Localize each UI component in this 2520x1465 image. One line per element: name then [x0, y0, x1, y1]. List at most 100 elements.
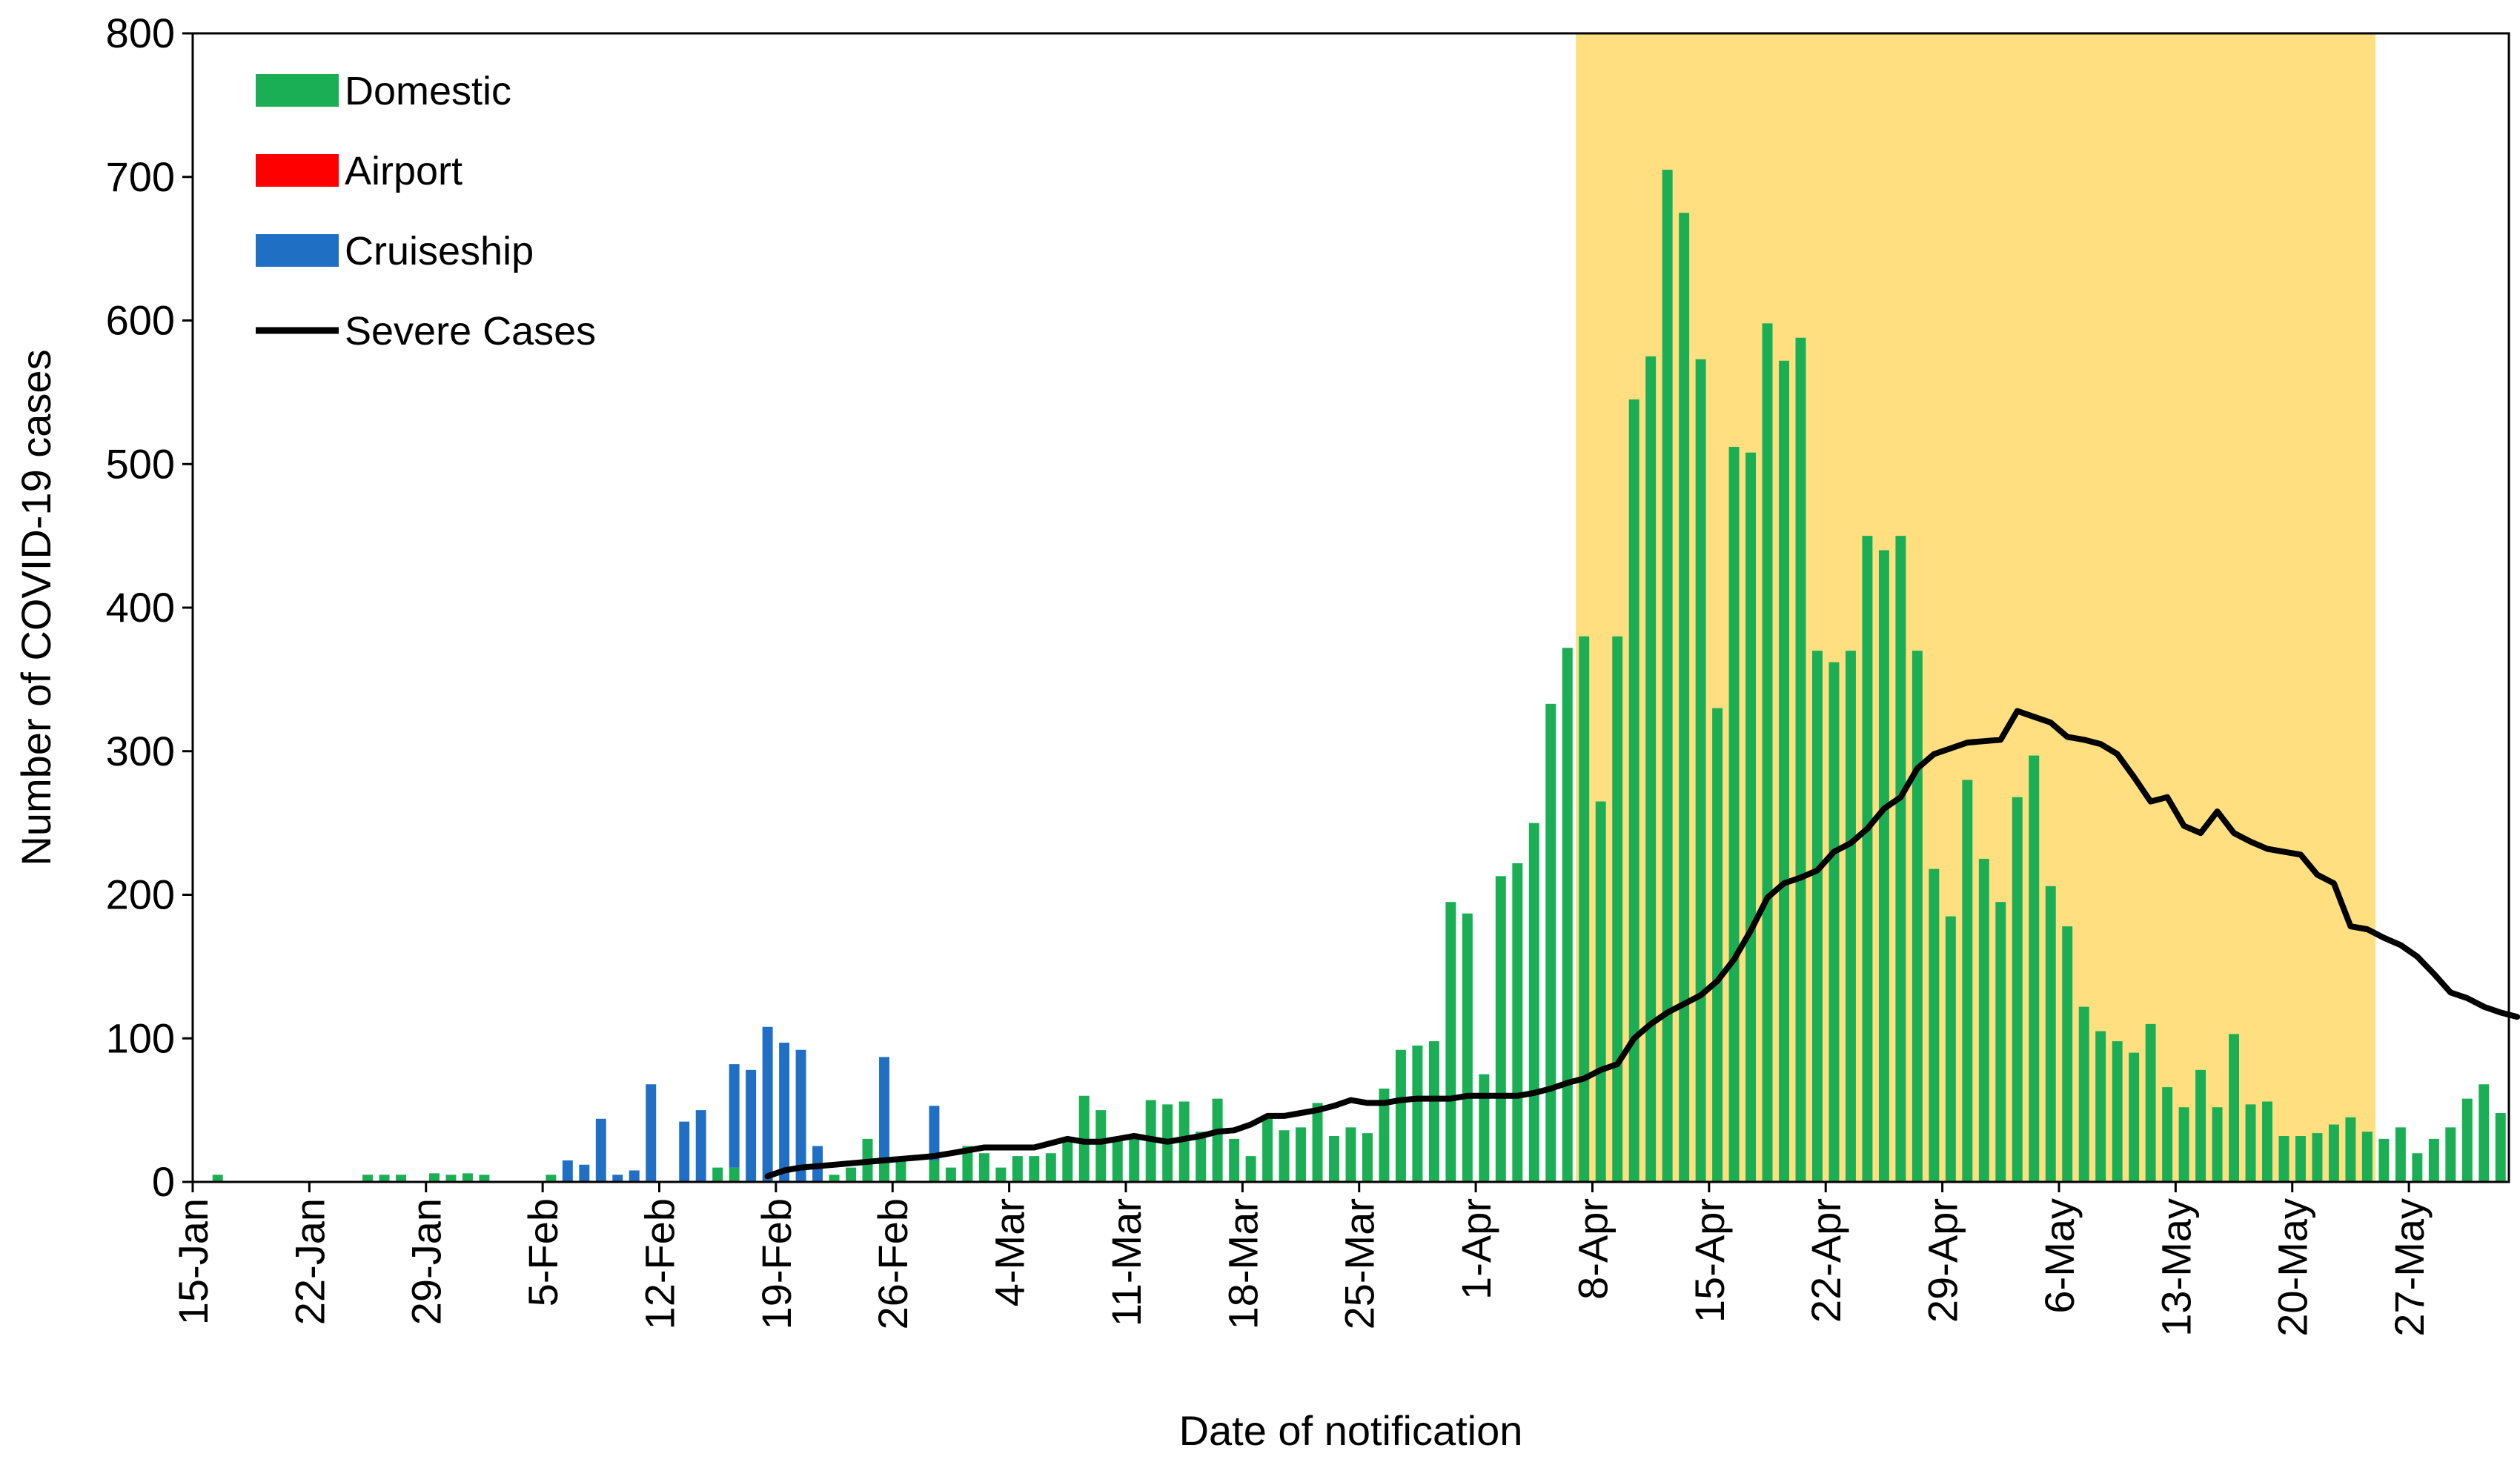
bar-domestic: [1345, 1127, 1356, 1182]
bar-domestic: [1296, 1127, 1307, 1182]
bar-domestic: [1695, 359, 1706, 1182]
bar-cruiseship: [646, 1084, 657, 1182]
x-tick-label: 13-May: [2152, 1198, 2199, 1337]
bar-domestic: [1062, 1138, 1073, 1182]
bar-domestic: [1645, 356, 1657, 1182]
bar-domestic: [1828, 662, 1840, 1182]
legend-swatch-cruiseship: [256, 234, 339, 267]
x-tick-label: 22-Jan: [286, 1198, 333, 1325]
bar-domestic: [829, 1175, 840, 1182]
bar-domestic: [1929, 868, 1940, 1182]
bar-domestic: [1712, 708, 1723, 1182]
bar-domestic: [1479, 1074, 1490, 1182]
bar-domestic: [2495, 1113, 2506, 1182]
bar-domestic: [2078, 1006, 2089, 1182]
bar-domestic: [379, 1175, 390, 1182]
x-tick-label: 27-May: [2386, 1198, 2433, 1337]
bar-domestic: [1895, 536, 1906, 1182]
bar-domestic: [2195, 1069, 2206, 1182]
bar-cruiseship: [762, 1026, 773, 1182]
y-tick-label: 600: [106, 297, 175, 344]
bar-domestic: [2262, 1101, 2272, 1182]
bar-domestic: [1595, 801, 1606, 1182]
bar-cruiseship: [595, 1118, 606, 1182]
bar-domestic: [879, 1160, 889, 1182]
bar-domestic: [2328, 1124, 2339, 1182]
bar-domestic: [2095, 1031, 2106, 1182]
bar-cruiseship: [629, 1170, 640, 1182]
bar-domestic: [2045, 886, 2056, 1182]
x-tick-label: 29-Apr: [1920, 1198, 1966, 1323]
bar-domestic: [1945, 916, 1956, 1182]
bar-domestic: [546, 1175, 557, 1182]
y-tick-label: 500: [106, 440, 175, 487]
bar-domestic: [1312, 1103, 1323, 1182]
bar-domestic: [1762, 323, 1773, 1182]
bar-cruiseship: [612, 1175, 623, 1182]
axis-layer: 0 100 200 300 400 500 600 700 800 15-Jan 22-Jan 29-…: [13, 10, 2510, 1454]
bar-domestic: [1911, 651, 1923, 1182]
bar-domestic: [396, 1175, 406, 1182]
bar-cruiseship: [729, 1064, 740, 1168]
bar-domestic: [2029, 755, 2040, 1182]
bar-domestic: [1029, 1156, 1040, 1182]
bar-domestic: [2145, 1023, 2156, 1182]
bar-domestic: [362, 1175, 374, 1182]
bar-cruiseship: [679, 1121, 690, 1182]
y-tick-label: 100: [106, 1014, 175, 1061]
bar-domestic: [1612, 636, 1623, 1182]
x-tick-label: 1-Apr: [1453, 1198, 1499, 1300]
bar-domestic: [929, 1160, 940, 1182]
severe-cases-line: [764, 708, 2520, 1180]
bar-domestic: [2112, 1041, 2123, 1182]
bar-domestic: [1212, 1098, 1223, 1182]
bar-domestic: [2129, 1052, 2140, 1182]
bar-cruiseship: [695, 1110, 706, 1182]
bar-domestic: [1745, 452, 1757, 1182]
x-tick-label: 12-Feb: [636, 1198, 683, 1329]
bar-domestic: [2245, 1104, 2256, 1182]
x-tick-label: 4-Mar: [987, 1198, 1033, 1306]
bar-domestic: [1878, 550, 1889, 1182]
bar-domestic: [1779, 360, 1790, 1182]
x-tick-label: 15-Apr: [1686, 1198, 1733, 1323]
bar-cruiseship: [746, 1069, 757, 1182]
bar-domestic: [1962, 780, 1973, 1182]
bar-domestic: [1395, 1049, 1406, 1182]
bar-layer: [212, 170, 2506, 1182]
bar-domestic: [978, 1153, 989, 1182]
bar-domestic: [2295, 1136, 2306, 1182]
bar-domestic: [2378, 1138, 2390, 1182]
bar-domestic: [429, 1173, 440, 1182]
bar-domestic: [1379, 1089, 1390, 1182]
bar-domestic: [846, 1167, 857, 1182]
bar-domestic: [2412, 1153, 2423, 1182]
x-tick-label: 5-Feb: [520, 1198, 566, 1306]
bar-domestic: [1728, 447, 1740, 1182]
bar-domestic: [712, 1167, 723, 1182]
bar-domestic: [1245, 1156, 1256, 1182]
y-tick-label: 800: [106, 10, 175, 56]
bar-domestic: [729, 1167, 740, 1182]
bar-domestic: [995, 1167, 1007, 1182]
x-tick-label: 19-Feb: [753, 1198, 800, 1329]
bar-domestic: [1279, 1130, 1290, 1182]
x-tick-label: 26-Feb: [869, 1198, 916, 1329]
bar-domestic: [1628, 399, 1639, 1182]
bar-domestic: [2212, 1107, 2223, 1182]
bar-domestic: [2229, 1034, 2240, 1182]
bar-domestic: [1112, 1138, 1123, 1182]
bar-domestic: [2361, 1132, 2373, 1182]
x-tick-label: 6-May: [2036, 1198, 2083, 1314]
y-tick-label: 0: [152, 1158, 175, 1205]
legend-label-severe-cases: Severe Cases: [345, 309, 596, 353]
bar-domestic: [1229, 1138, 1240, 1182]
bar-domestic: [1329, 1136, 1339, 1182]
bar-domestic: [2162, 1087, 2173, 1182]
bar-domestic: [1462, 913, 1473, 1182]
bar-domestic: [445, 1175, 457, 1182]
bar-domestic: [1428, 1041, 1439, 1182]
legend-label-cruiseship: Cruiseship: [345, 229, 534, 273]
